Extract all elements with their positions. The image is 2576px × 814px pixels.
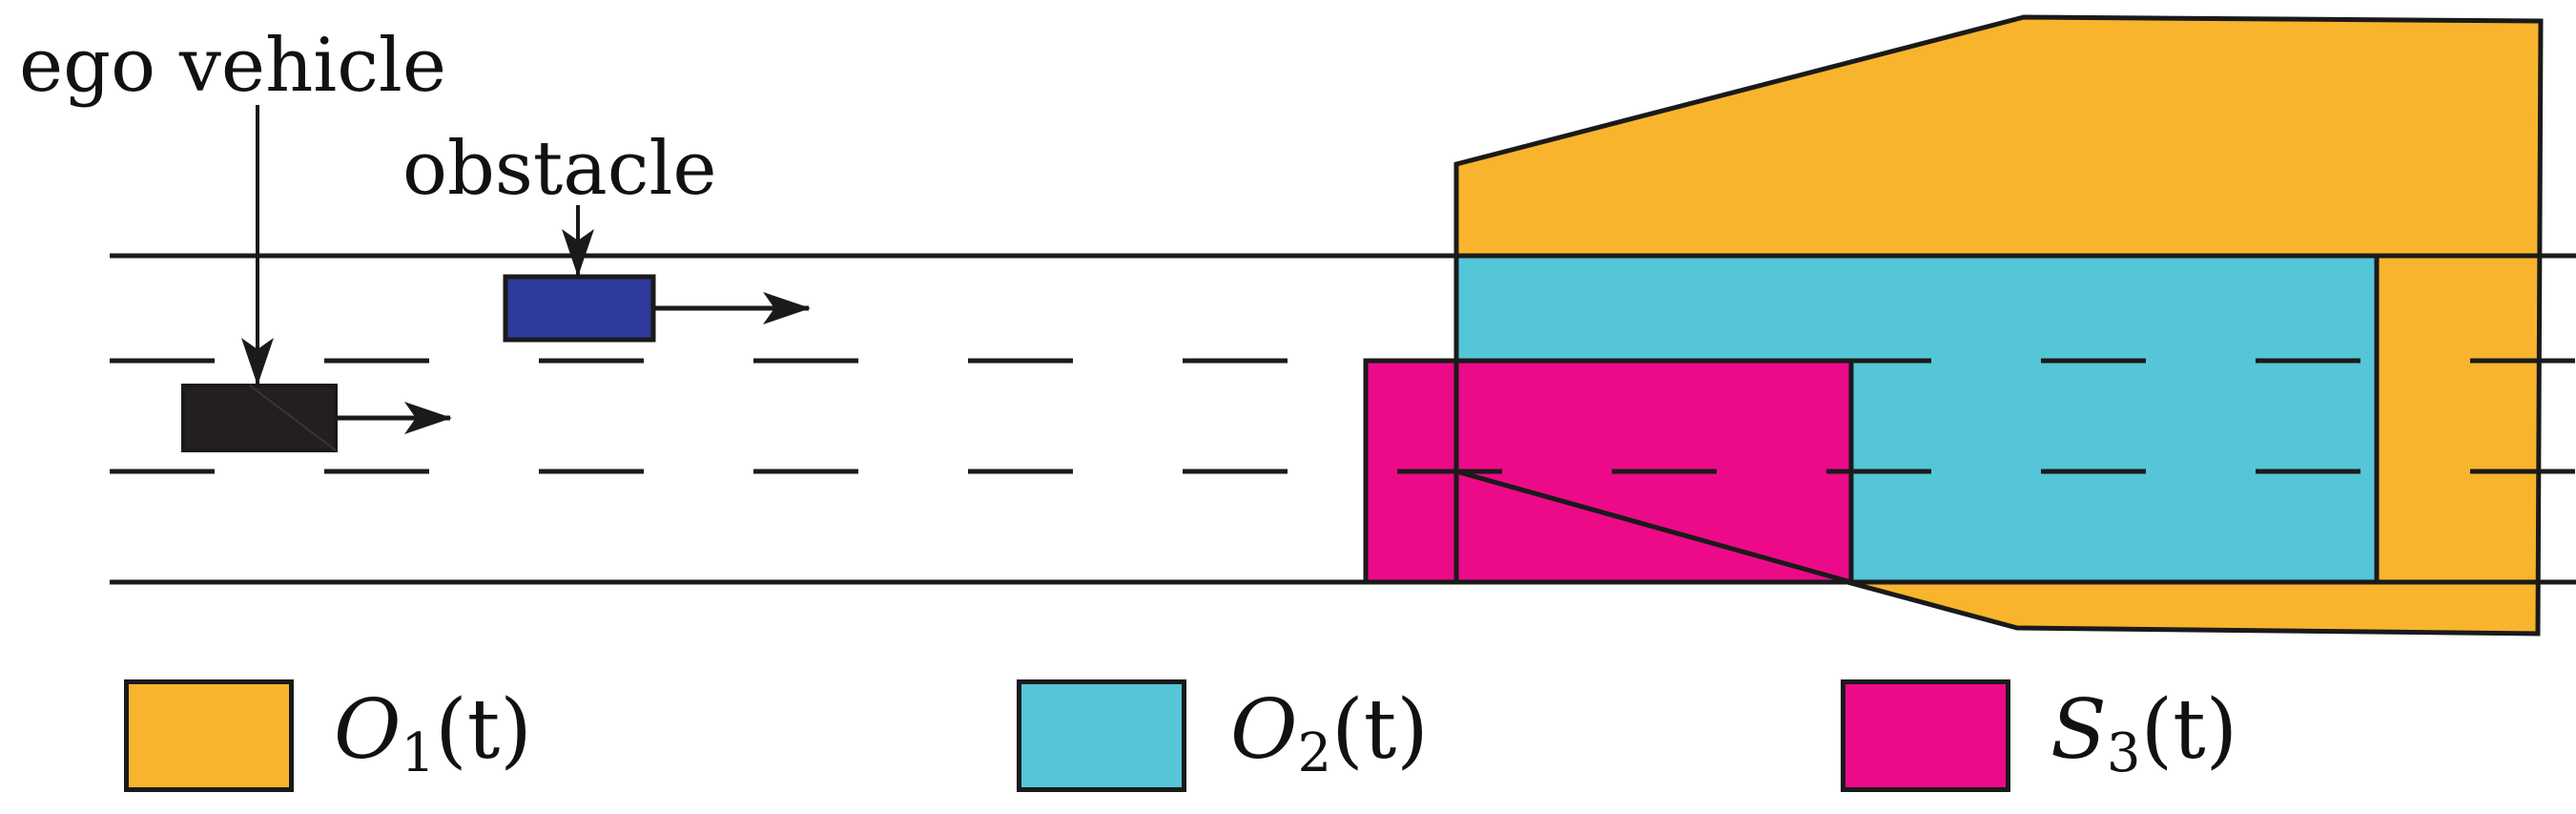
legend-label-s3: S3(t) (2050, 682, 2238, 784)
legend-swatch-o2 (1017, 679, 1186, 792)
legend-label-o1: O1(t) (334, 682, 532, 784)
obstacle-label: obstacle (402, 126, 717, 212)
legend-label-o2: O2(t) (1230, 682, 1429, 784)
legend-swatch-s3 (1841, 679, 2010, 792)
legend-swatch-o1 (124, 679, 294, 792)
ego-vehicle-label: ego vehicle (19, 23, 447, 109)
obstacle-vehicle (503, 274, 656, 343)
ego-vehicle (181, 384, 338, 452)
ego-vehicle-diagonal (249, 385, 337, 451)
diagonal-boundary (1455, 469, 1852, 585)
